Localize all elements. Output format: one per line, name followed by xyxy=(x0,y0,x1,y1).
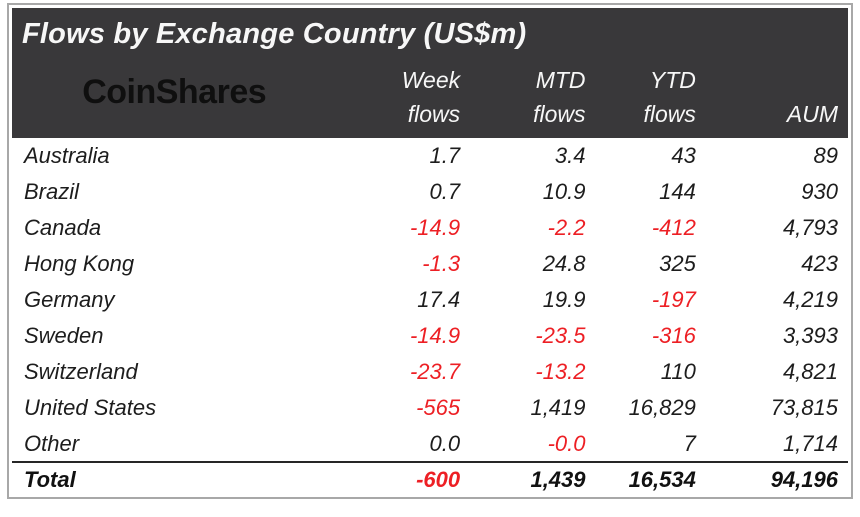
ytd-flows-cell: 325 xyxy=(659,251,696,276)
mtd-flows-cell: 24.8 xyxy=(542,251,586,276)
country-cell: Switzerland xyxy=(24,359,138,384)
total-week-flows-cell: -600 xyxy=(336,461,471,496)
country-cell: Sweden xyxy=(24,323,104,348)
table-row-total: Total -600 1,439 16,534 94,196 xyxy=(12,461,848,496)
mtd-flows-cell: 10.9 xyxy=(542,179,586,204)
week-flows-cell: 0.0 xyxy=(429,430,461,456)
mtd-flows-cell: -2.2 xyxy=(547,215,586,240)
col-header-week-line1: Week xyxy=(401,67,461,93)
week-flows-cell: -23.7 xyxy=(409,359,461,384)
col-header-mtd-flows: MTD flows xyxy=(470,54,596,138)
mtd-flows-cell: -13.2 xyxy=(535,359,586,384)
total-label: Total xyxy=(12,461,337,496)
table-row-hong-kong: Hong Kong -1.3 24.8 325 423 xyxy=(12,246,848,282)
ytd-flows-cell: 16,829 xyxy=(628,395,696,420)
total-mtd-flows-cell: 1,439 xyxy=(470,461,596,496)
week-flows-cell: -14.9 xyxy=(409,215,461,240)
week-flows-cell: -1.3 xyxy=(422,251,461,276)
ytd-flows-cell: -316 xyxy=(651,323,696,348)
ytd-flows-cell: -197 xyxy=(651,287,696,312)
col-header-aum-line2: AUM xyxy=(786,101,838,127)
table-title: Flows by Exchange Country (US$m) xyxy=(12,8,848,54)
total-ytd-flows-cell: 16,534 xyxy=(595,461,706,496)
ytd-flows-cell: 7 xyxy=(683,430,696,456)
column-header-row: CoinShares Week flows MTD flows YTD flow… xyxy=(12,54,848,138)
mtd-flows-cell: -0.0 xyxy=(547,430,586,456)
country-cell: Hong Kong xyxy=(24,251,135,276)
country-cell: Other xyxy=(24,430,80,456)
country-cell: Brazil xyxy=(24,179,80,204)
ytd-flows-cell: 144 xyxy=(659,179,696,204)
country-cell: United States xyxy=(24,395,157,420)
table-row-other: Other 0.0 -0.0 7 1,714 xyxy=(12,426,848,462)
week-flows-cell: 17.4 xyxy=(417,287,461,312)
country-cell: Germany xyxy=(24,287,115,312)
aum-cell: 4,793 xyxy=(782,215,838,240)
col-header-ytd-line2: flows xyxy=(643,101,696,127)
week-flows-cell: -14.9 xyxy=(409,323,461,348)
table-row-germany: Germany 17.4 19.9 -197 4,219 xyxy=(12,282,848,318)
table-row-canada: Canada -14.9 -2.2 -412 4,793 xyxy=(12,210,848,246)
total-aum-cell: 94,196 xyxy=(705,461,848,496)
aum-cell: 1,714 xyxy=(782,430,838,456)
mtd-flows-cell: 1,419 xyxy=(530,395,586,420)
title-row: Flows by Exchange Country (US$m) xyxy=(12,8,848,54)
col-header-mtd-line2: flows xyxy=(533,101,586,127)
col-header-week-line2: flows xyxy=(407,101,461,127)
col-header-ytd-line1: YTD xyxy=(649,67,696,93)
aum-cell: 4,219 xyxy=(782,287,838,312)
ytd-flows-cell: 110 xyxy=(660,359,696,384)
col-header-ytd-flows: YTD flows xyxy=(595,54,706,138)
flows-by-country-table: Flows by Exchange Country (US$m) CoinSha… xyxy=(12,8,848,496)
brand-cell: CoinShares xyxy=(12,54,337,138)
table-row-switzerland: Switzerland -23.7 -13.2 110 4,821 xyxy=(12,354,848,390)
aum-cell: 3,393 xyxy=(782,323,838,348)
table-row-united-states: United States -565 1,419 16,829 73,815 xyxy=(12,390,848,426)
ytd-flows-cell: -412 xyxy=(651,215,696,240)
coinshares-logo: CoinShares xyxy=(82,73,267,111)
col-header-aum: AUM xyxy=(705,54,848,138)
mtd-flows-cell: -23.5 xyxy=(535,323,586,348)
table-row-sweden: Sweden -14.9 -23.5 -316 3,393 xyxy=(12,318,848,354)
aum-cell: 89 xyxy=(813,143,838,168)
flows-table-frame: Flows by Exchange Country (US$m) CoinSha… xyxy=(7,3,853,499)
col-header-week-flows: Week flows xyxy=(336,54,471,138)
aum-cell: 4,821 xyxy=(782,359,838,384)
aum-cell: 423 xyxy=(801,251,838,276)
table-row-australia: Australia 1.7 3.4 43 89 xyxy=(12,138,848,174)
country-cell: Australia xyxy=(24,143,110,168)
country-cell: Canada xyxy=(24,215,102,240)
ytd-flows-cell: 43 xyxy=(671,143,696,168)
col-header-mtd-line1: MTD xyxy=(535,67,586,93)
week-flows-cell: 0.7 xyxy=(429,179,461,204)
week-flows-cell: 1.7 xyxy=(429,143,461,168)
week-flows-cell: -565 xyxy=(416,395,461,420)
aum-cell: 73,815 xyxy=(770,395,838,420)
mtd-flows-cell: 3.4 xyxy=(554,143,586,168)
mtd-flows-cell: 19.9 xyxy=(542,287,586,312)
table-row-brazil: Brazil 0.7 10.9 144 930 xyxy=(12,174,848,210)
aum-cell: 930 xyxy=(801,179,838,204)
